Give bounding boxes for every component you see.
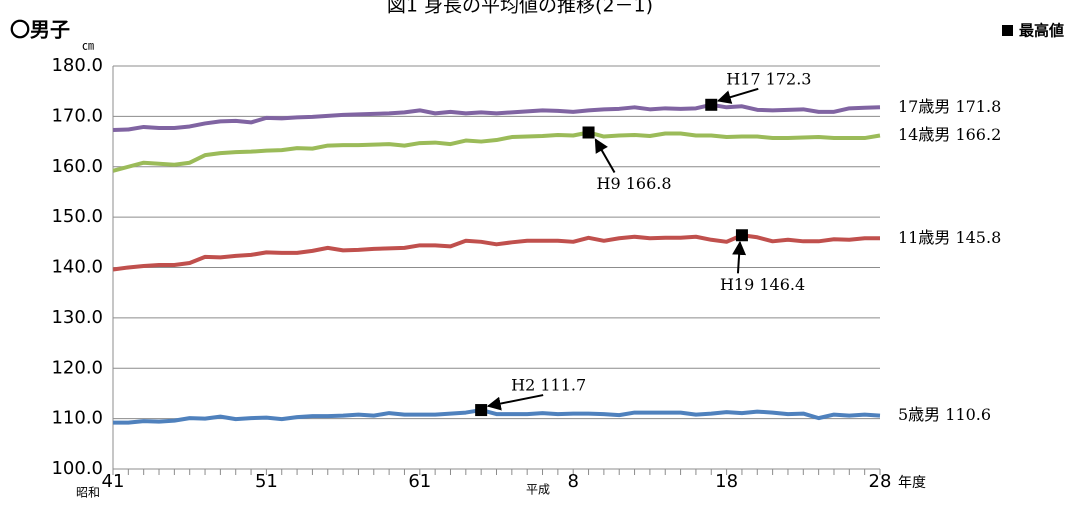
series-line: [112, 233, 880, 272]
annotation-arrow: [594, 138, 616, 173]
series-line: [112, 130, 881, 173]
y-tick-label: 100.0: [51, 458, 103, 479]
y-tick-label: 110.0: [51, 408, 103, 429]
x-unit: 年度: [898, 475, 926, 491]
series-end-label: 11歳男 145.8: [898, 228, 1001, 247]
y-unit: ㎝: [82, 39, 94, 53]
x-tick-label: 51: [255, 471, 278, 492]
chart-title: 図1 身長の平均値の推移(2－1): [387, 0, 653, 17]
y-tick-label: 140.0: [51, 257, 103, 278]
era-label: 昭和: [76, 486, 100, 500]
annotation-arrow: [732, 240, 747, 274]
legend-label: 最高値: [1019, 22, 1064, 40]
max-marker: [475, 404, 488, 417]
annotation: H9 166.8: [597, 174, 672, 193]
annotation: H2 111.7: [511, 376, 586, 395]
y-tick-label: 120.0: [51, 357, 103, 378]
y-tick-label: 180.0: [51, 55, 103, 76]
x-tick-label: 28: [869, 471, 892, 492]
x-tick-label: 18: [715, 471, 738, 492]
x-tick-label: 8: [567, 471, 578, 492]
max-marker: [582, 126, 595, 139]
legend-marker: [1002, 25, 1013, 36]
era-label: 平成: [526, 483, 550, 497]
annotation-arrow: [716, 87, 759, 104]
series-line: [112, 102, 881, 132]
max-marker: [735, 229, 748, 242]
series-end-label: 14歳男 166.2: [898, 125, 1001, 144]
y-tick-label: 170.0: [51, 105, 103, 126]
max-marker: [705, 98, 718, 111]
y-tick-label: 160.0: [51, 156, 103, 177]
annotation-arrow: [486, 394, 544, 411]
y-tick-label: 130.0: [51, 307, 103, 328]
x-tick-label: 61: [408, 471, 431, 492]
annotation: H17 172.3: [726, 69, 811, 88]
series-end-label: 5歳男 110.6: [898, 405, 991, 424]
subtitle: 〇男子: [10, 18, 70, 42]
series-end-label: 17歳男 171.8: [898, 97, 1001, 116]
y-tick-label: 150.0: [51, 206, 103, 227]
annotation: H19 146.4: [720, 275, 805, 294]
x-tick-label: 41: [102, 471, 125, 492]
series-line: [113, 408, 881, 425]
